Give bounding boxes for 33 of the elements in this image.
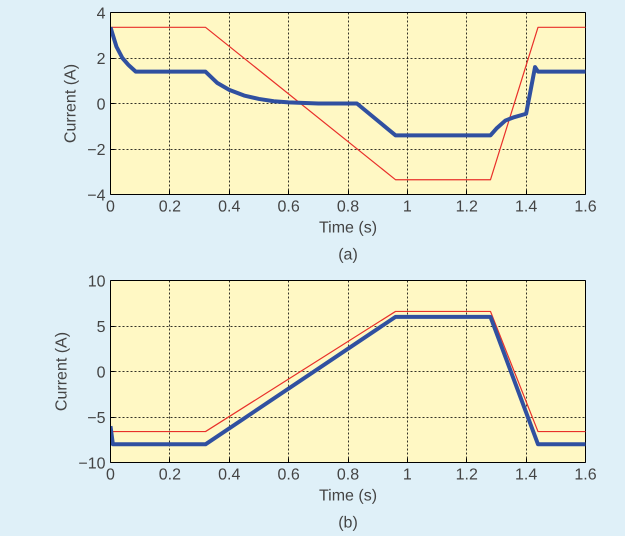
x-tick-label: 0.2	[158, 198, 182, 216]
y-axis-title: Current (A)	[62, 64, 80, 144]
x-tick-label: 1.2	[456, 466, 478, 484]
y-tick-label: 5	[96, 319, 106, 336]
y-tick-label: 4	[96, 6, 106, 22]
x-tick-label: 1.6	[574, 198, 597, 216]
x-tick-label: 0.4	[218, 198, 240, 216]
text: (b)	[338, 514, 358, 532]
line-series	[110, 25, 586, 138]
x-tick-label: 1.4	[515, 198, 538, 216]
text: (a)	[338, 246, 358, 264]
x-tick-label: 0.4	[218, 466, 240, 484]
y-tick-label: 2	[96, 51, 106, 68]
y-tick-label: −5	[87, 410, 106, 427]
x-tick-label: 0.6	[278, 198, 300, 216]
x-axis-title: Time (s)	[318, 488, 378, 504]
x-axis-title: Time (s)	[318, 220, 378, 236]
y-tick-label: −2	[87, 142, 106, 159]
x-tick-label: 1	[402, 466, 412, 484]
x-tick-label: 1.2	[456, 198, 478, 216]
y-tick-label: 10	[88, 274, 106, 290]
y-tick-label: 0	[96, 364, 106, 382]
x-tick-label: 0.2	[158, 466, 182, 484]
x-tick-label: 0.8	[336, 466, 360, 484]
y-tick-label: −4	[87, 188, 106, 204]
x-tick-label: 0.8	[336, 198, 360, 216]
x-tick-label: 1.6	[574, 466, 597, 484]
y-axis-title: Current (A)	[53, 332, 70, 412]
y-tick-label: 0	[96, 96, 106, 114]
x-tick-label: 0.6	[278, 466, 300, 484]
x-tick-label: 1.4	[515, 466, 538, 484]
x-tick-label: 1	[402, 198, 412, 216]
y-tick-label: −10	[78, 456, 106, 472]
